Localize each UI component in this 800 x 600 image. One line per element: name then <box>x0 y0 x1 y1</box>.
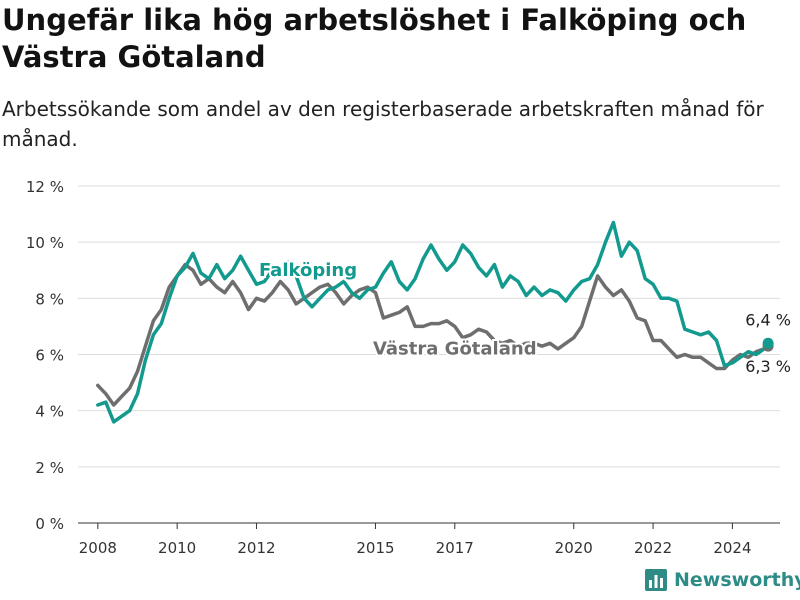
y-tick-label: 12 % <box>26 178 64 196</box>
y-tick-label: 10 % <box>26 234 64 252</box>
brand-name: Newsworthy <box>674 569 800 591</box>
x-tick-label: 2008 <box>79 539 117 557</box>
axis-labels: 0 % 2 % 4 % 6 % 8 % 10 % 12 % 2008 2010 2012 2015 2… <box>26 178 752 557</box>
y-tick-label: 4 % <box>35 403 64 421</box>
bar-chart-icon <box>645 569 667 591</box>
series-line-falkoping <box>96 220 770 424</box>
newsworthy-logo: Newsworthy <box>644 568 800 592</box>
series-lines <box>96 220 774 424</box>
x-tick-label: 2015 <box>356 539 394 557</box>
series-name-label: Västra Götaland <box>373 339 537 360</box>
x-tick-label: 2024 <box>713 539 751 557</box>
x-tick-label: 2020 <box>555 539 593 557</box>
chart-subtitle: Arbetssökande som andel av den registerb… <box>2 97 764 151</box>
series-end-value-label: 6,3 % <box>745 357 791 376</box>
x-tick-label: 2012 <box>237 539 275 557</box>
chart-title: Ungefär lika hög arbetslöshet i Falköpin… <box>2 3 747 74</box>
grid-lines <box>78 185 780 524</box>
series-end-value-label: 6,4 % <box>745 310 791 329</box>
series-line-vastra-gotaland <box>96 262 770 407</box>
y-tick-label: 8 % <box>35 290 64 308</box>
series-labels: Västra Götaland 6,3 % Falköping 6,4 % <box>257 258 793 378</box>
x-tick-label: 2022 <box>634 539 672 557</box>
y-tick-label: 2 % <box>35 459 64 477</box>
series-name-label: Falköping <box>259 260 357 281</box>
x-tick-label: 2017 <box>436 539 474 557</box>
y-tick-label: 6 % <box>35 347 64 365</box>
y-tick-label: 0 % <box>35 515 64 533</box>
series-end-point <box>762 337 774 349</box>
x-tick-label: 2010 <box>158 539 196 557</box>
